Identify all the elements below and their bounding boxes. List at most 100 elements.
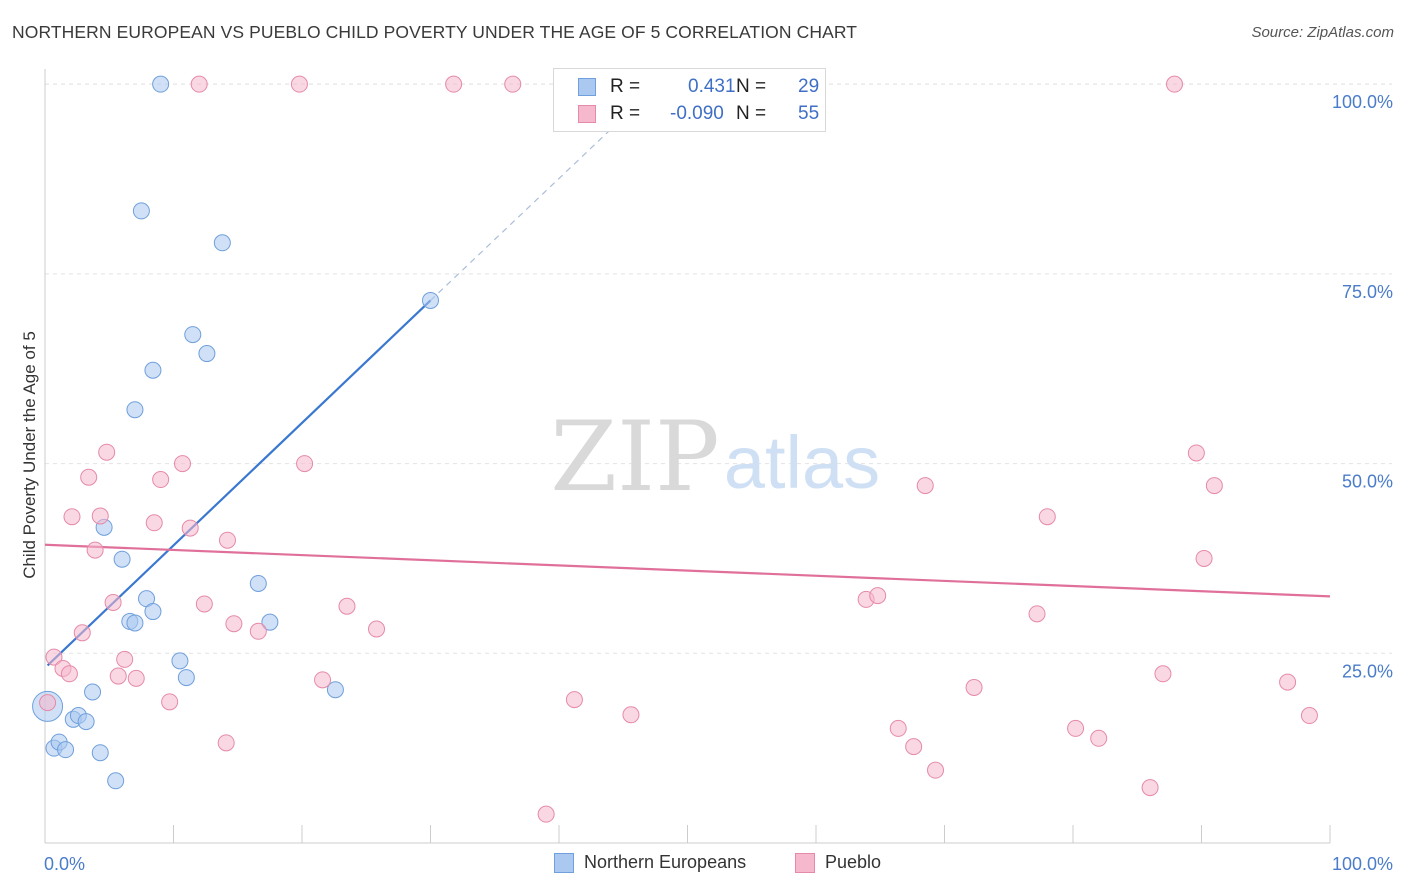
- r-value: 0.431: [688, 76, 736, 97]
- point-northern-european: [91, 744, 109, 762]
- point-pueblo: [869, 587, 887, 605]
- point-pueblo: [190, 75, 208, 93]
- legend-swatch-blue: [578, 78, 596, 96]
- point-northern-european: [171, 652, 189, 670]
- point-pueblo: [1154, 665, 1172, 683]
- point-pueblo: [1090, 729, 1108, 747]
- point-northern-european: [198, 345, 216, 363]
- point-northern-european: [144, 603, 162, 621]
- point-pueblo: [116, 650, 134, 668]
- legend-swatch-pink: [795, 853, 815, 873]
- data-points: [32, 75, 1318, 823]
- watermark: ZIP atlas: [550, 401, 880, 513]
- point-pueblo: [45, 648, 63, 666]
- stats-legend: R = 0.431 N = 29 R = -0.090 N = 55: [553, 68, 826, 132]
- point-pueblo: [91, 507, 109, 525]
- point-pueblo: [1187, 444, 1205, 462]
- point-northern-european: [77, 713, 95, 731]
- point-pueblo: [889, 719, 907, 737]
- point-pueblo: [225, 615, 243, 633]
- point-pueblo: [109, 667, 127, 685]
- point-pueblo: [905, 738, 923, 756]
- point-pueblo: [368, 620, 386, 638]
- chart-title: NORTHERN EUROPEAN VS PUEBLO CHILD POVERT…: [12, 22, 858, 42]
- point-northern-european: [213, 234, 231, 252]
- point-northern-european: [184, 326, 202, 344]
- point-pueblo: [916, 477, 934, 495]
- legend-swatch-pink: [578, 105, 596, 123]
- point-pueblo: [1141, 779, 1159, 797]
- y-tick-label: 50.0%: [1342, 472, 1393, 492]
- point-pueblo: [195, 595, 213, 613]
- gridlines: [45, 83, 1392, 654]
- point-pueblo: [145, 514, 163, 532]
- legend-label: Pueblo: [825, 852, 882, 872]
- point-northern-european: [132, 202, 150, 220]
- point-pueblo: [80, 468, 98, 486]
- trend-extension-northern-europeans: [430, 129, 611, 301]
- y-tick-label: 25.0%: [1342, 661, 1393, 681]
- tick-labels: 25.0% 50.0% 75.0% 100.0% 0.0% 100.0%: [44, 92, 1393, 874]
- point-pueblo: [290, 75, 308, 93]
- y-tick-label: 75.0%: [1342, 282, 1393, 302]
- point-northern-european: [152, 75, 170, 93]
- point-northern-european: [261, 613, 279, 631]
- source-label: Source: ZipAtlas.com: [1251, 24, 1394, 41]
- trend-lines: [44, 129, 1331, 667]
- point-pueblo: [60, 665, 78, 683]
- point-northern-european: [126, 401, 144, 419]
- point-pueblo: [965, 678, 983, 696]
- point-northern-european: [107, 772, 125, 790]
- point-pueblo: [927, 761, 945, 779]
- trend-line-pueblo: [44, 543, 1331, 598]
- point-pueblo: [63, 508, 81, 526]
- n-value: 29: [798, 76, 820, 97]
- point-northern-european: [144, 361, 162, 379]
- point-pueblo: [314, 671, 332, 689]
- point-pueblo: [127, 669, 145, 687]
- point-pueblo: [565, 691, 583, 709]
- point-pueblo: [1205, 477, 1223, 495]
- point-pueblo: [1300, 707, 1318, 725]
- point-pueblo: [98, 443, 116, 461]
- point-pueblo: [73, 624, 91, 642]
- point-pueblo: [218, 531, 236, 549]
- point-northern-european: [126, 614, 144, 632]
- point-northern-european: [84, 683, 102, 701]
- x-tick-label-start: 0.0%: [44, 854, 85, 874]
- point-pueblo: [1195, 549, 1213, 567]
- point-northern-european: [326, 681, 344, 699]
- r-value: -0.090: [670, 103, 724, 124]
- point-pueblo: [537, 805, 555, 823]
- point-pueblo: [338, 597, 356, 615]
- n-label: N =: [736, 103, 767, 124]
- point-northern-european: [57, 741, 75, 759]
- point-pueblo: [217, 734, 235, 752]
- legend-swatch-blue: [554, 853, 574, 873]
- n-label: N =: [736, 76, 767, 97]
- y-tick-label: 100.0%: [1332, 92, 1393, 112]
- point-pueblo: [1166, 75, 1184, 93]
- n-value: 55: [798, 103, 820, 124]
- x-tick-label-end: 100.0%: [1332, 854, 1393, 874]
- point-pueblo: [296, 455, 314, 473]
- point-northern-european: [113, 550, 131, 568]
- point-pueblo: [445, 75, 463, 93]
- point-pueblo: [1067, 719, 1085, 737]
- point-pueblo: [504, 75, 522, 93]
- point-pueblo: [181, 519, 199, 537]
- point-pueblo: [249, 622, 267, 640]
- point-pueblo: [1279, 673, 1297, 691]
- point-pueblo: [104, 593, 122, 611]
- point-pueblo: [173, 455, 191, 473]
- point-pueblo: [86, 541, 104, 559]
- point-pueblo: [1038, 508, 1056, 526]
- watermark-atlas: atlas: [724, 421, 880, 504]
- point-northern-european: [422, 291, 439, 309]
- r-label: R =: [610, 103, 641, 124]
- point-pueblo: [152, 471, 170, 489]
- watermark-zip: ZIP: [550, 401, 719, 513]
- point-northern-european: [249, 574, 267, 592]
- trend-line-northern-europeans: [46, 299, 432, 667]
